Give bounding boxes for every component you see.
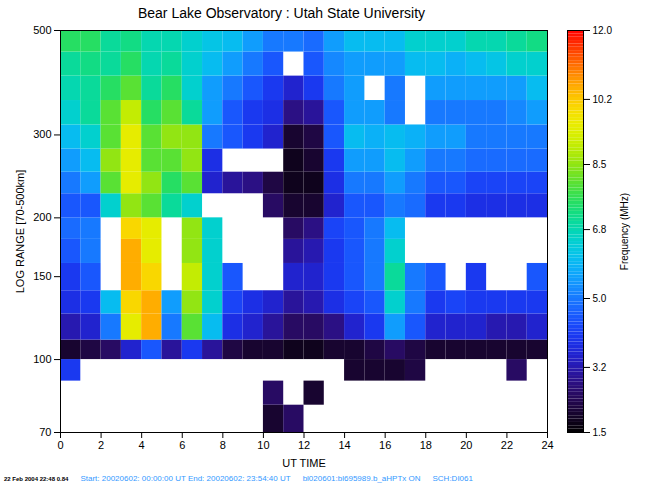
svg-text:200: 200 <box>33 211 51 223</box>
svg-text:6: 6 <box>179 439 185 451</box>
svg-text:Frequency (MHz): Frequency (MHz) <box>619 193 630 270</box>
svg-text:2: 2 <box>98 439 104 451</box>
svg-text:14: 14 <box>338 439 350 451</box>
svg-text:70: 70 <box>39 426 51 438</box>
svg-text:100: 100 <box>33 353 51 365</box>
svg-text:12: 12 <box>298 439 310 451</box>
html-text:bl020601:bl695989.b_aHPTx ON: bl020601:bl695989.b_aHPTx ON <box>302 474 421 483</box>
svg-text:6.8: 6.8 <box>593 224 607 235</box>
svg-text:3.2: 3.2 <box>593 362 607 373</box>
svg-text:16: 16 <box>379 439 391 451</box>
svg-text:LOG RANGE [70-500km]: LOG RANGE [70-500km] <box>14 170 26 294</box>
svg-text:18: 18 <box>420 439 432 451</box>
html-text:Start: 20020602: 00:00:00 UT E: Start: 20020602: 00:00:00 UT End: 200206… <box>80 474 291 483</box>
svg-text:5.0: 5.0 <box>593 293 607 304</box>
svg-text:1.5: 1.5 <box>593 427 607 438</box>
svg-text:22: 22 <box>501 439 513 451</box>
html-text:SCH:DI061: SCH:DI061 <box>432 474 473 483</box>
svg-text:150: 150 <box>33 270 51 282</box>
svg-text:10.2: 10.2 <box>593 94 613 105</box>
svg-text:300: 300 <box>33 128 51 140</box>
svg-text:4: 4 <box>139 439 145 451</box>
svg-text:500: 500 <box>33 24 51 36</box>
svg-text:24: 24 <box>541 439 553 451</box>
html-text:Bear Lake Observatory : Utah S: Bear Lake Observatory : Utah State Unive… <box>137 5 426 21</box>
svg-text:8: 8 <box>220 439 226 451</box>
svg-text:12.0: 12.0 <box>593 25 613 36</box>
html-text:22 Feb 2004 22:48 0.84: 22 Feb 2004 22:48 0.84 <box>4 476 69 482</box>
svg-text:20: 20 <box>460 439 472 451</box>
svg-text:UT TIME: UT TIME <box>282 457 326 469</box>
svg-text:8.5: 8.5 <box>593 159 607 170</box>
svg-text:10: 10 <box>257 439 269 451</box>
svg-text:0: 0 <box>57 439 63 451</box>
